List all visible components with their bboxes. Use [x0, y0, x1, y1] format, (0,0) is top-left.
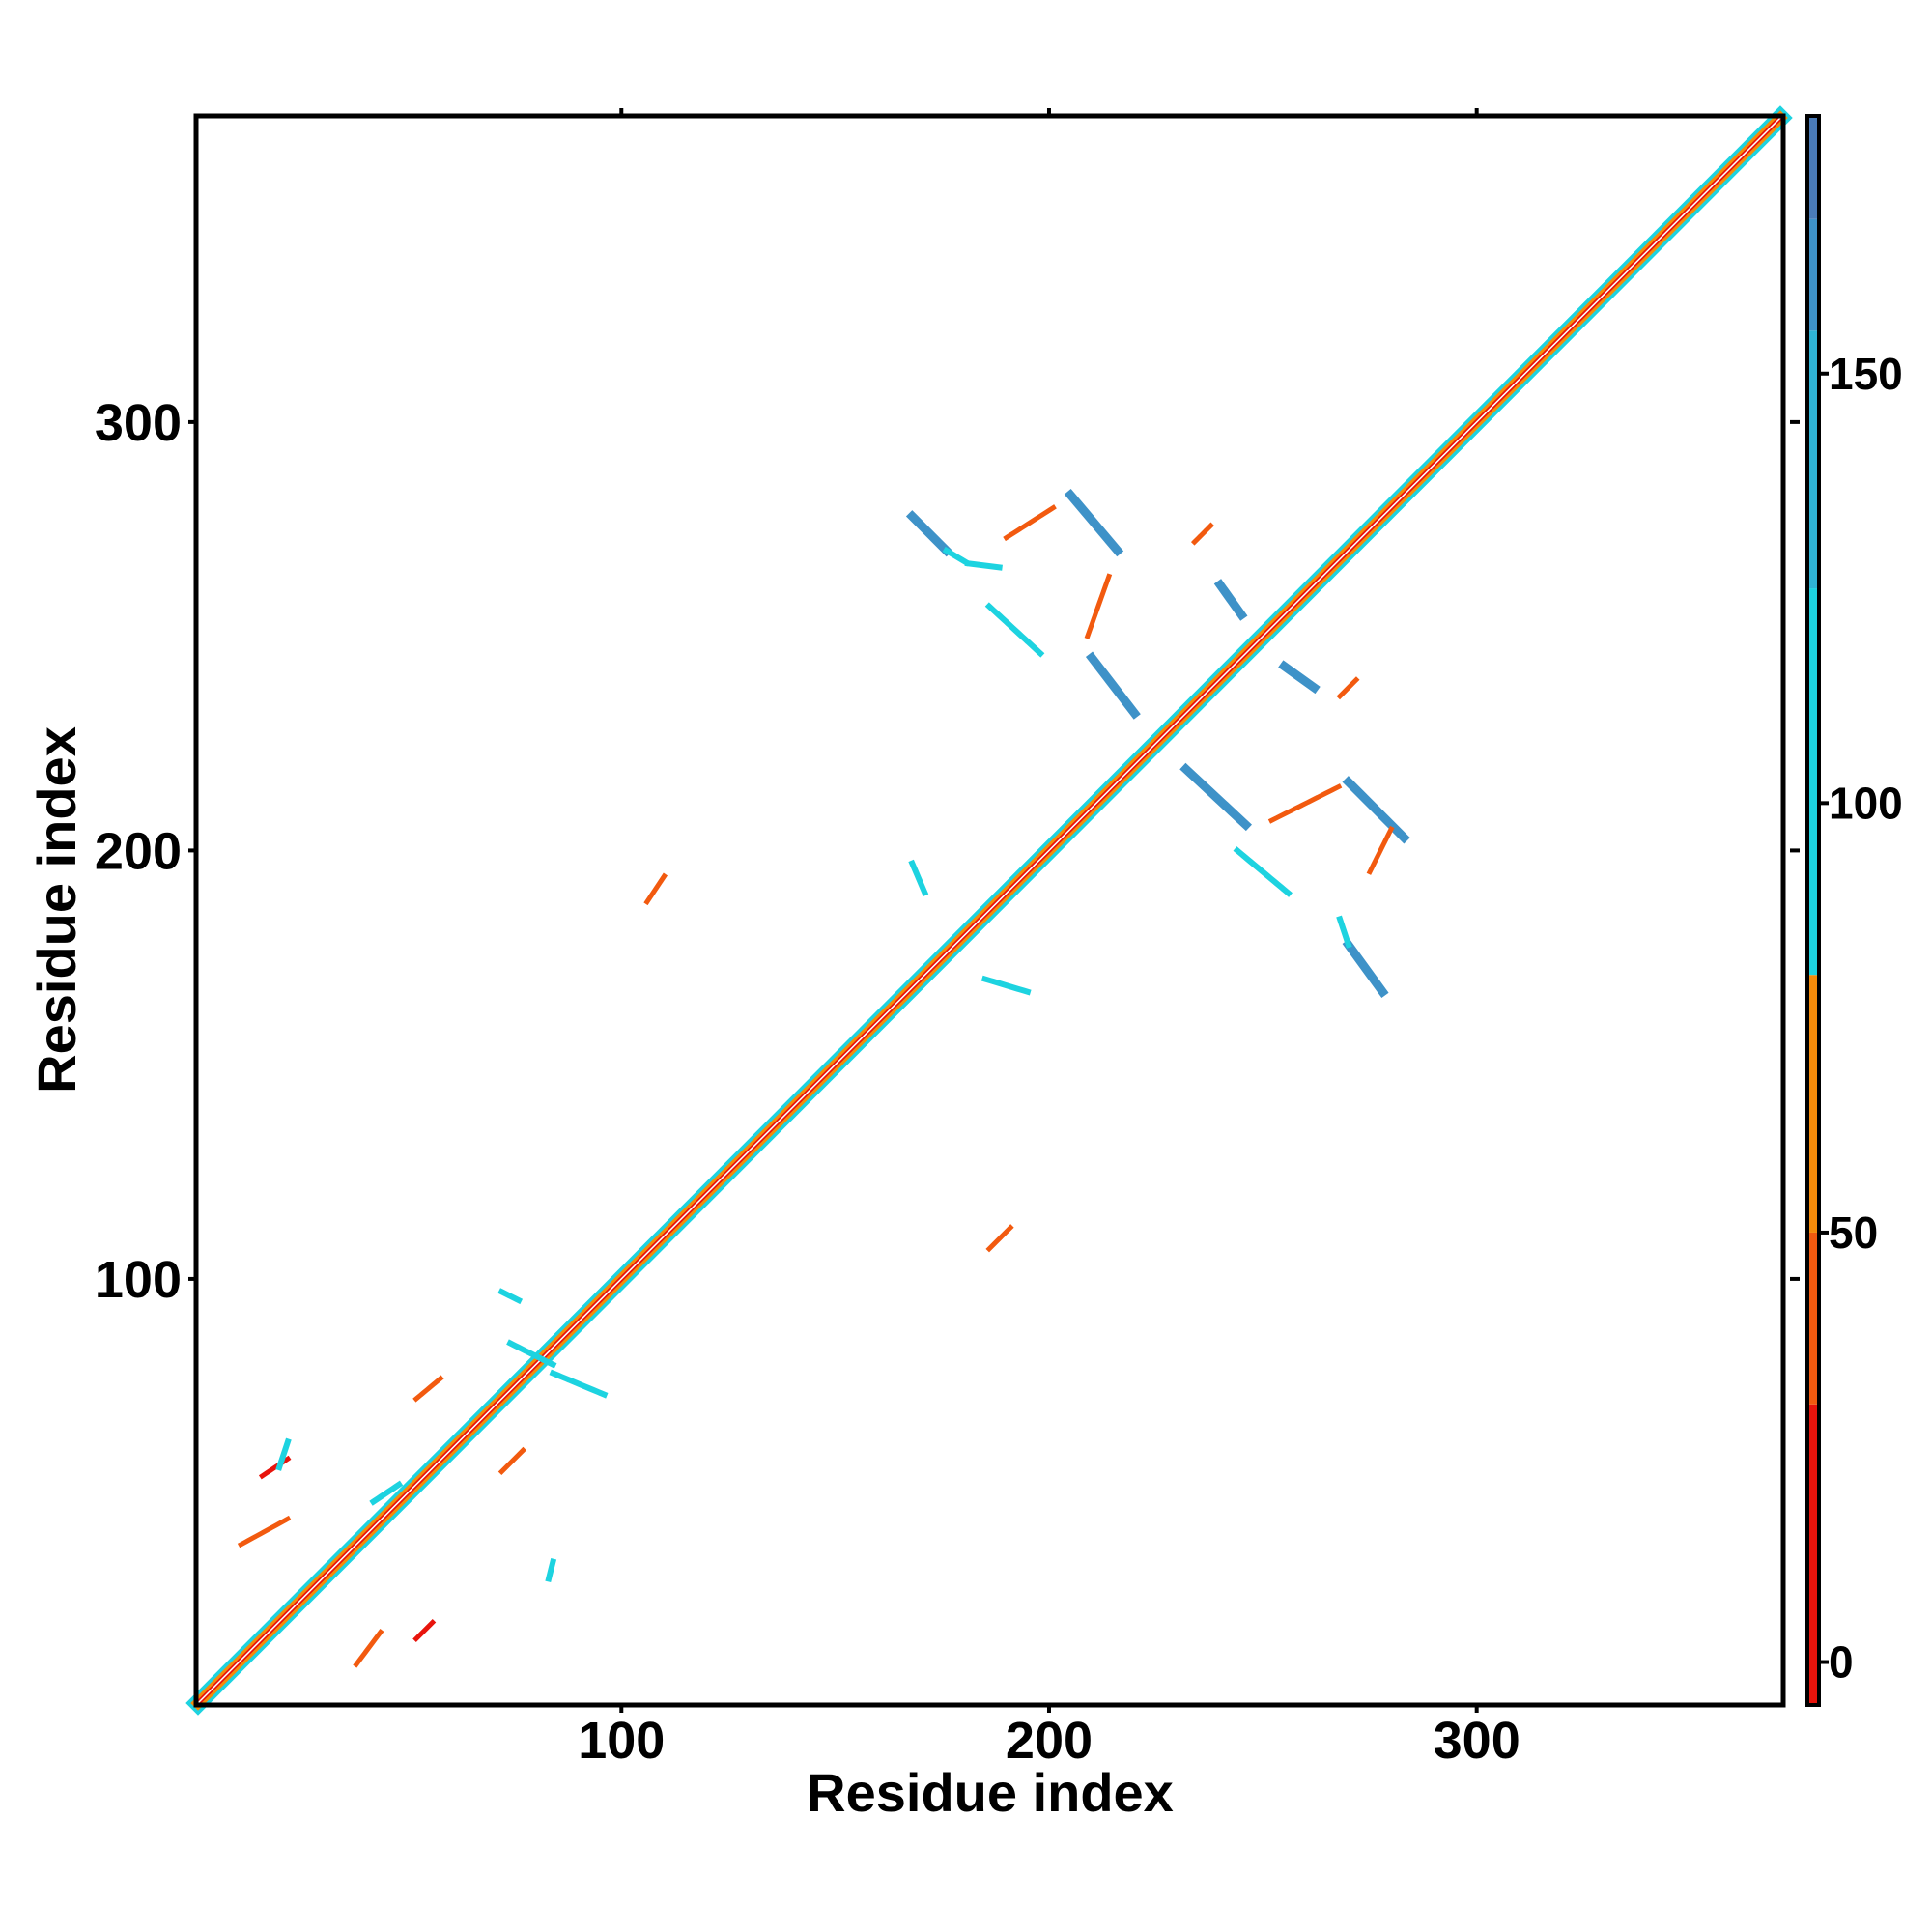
contact-segment	[506, 1339, 557, 1369]
contact-segment	[942, 546, 972, 568]
colorbar-tick-label: 50	[1829, 1208, 1878, 1258]
contact-segment	[1342, 938, 1389, 999]
contact-segment	[964, 559, 1006, 572]
colorbar-band	[1807, 588, 1819, 976]
colorbar-frame	[1805, 114, 1821, 1707]
colorbar-tick-label: 0	[1829, 1637, 1854, 1688]
contact-segment	[1233, 846, 1293, 897]
contact-segment	[353, 1627, 385, 1668]
contact-segment	[1267, 782, 1344, 824]
contact-segment	[412, 1618, 438, 1643]
contact-segment	[1336, 675, 1361, 700]
contact-segment	[545, 1558, 557, 1583]
x-axis-title: Residue index	[807, 1762, 1174, 1823]
contact-segment	[908, 859, 929, 897]
contact-segment	[1064, 488, 1124, 557]
contact-segment	[275, 1437, 292, 1471]
colorbar-band	[1807, 330, 1819, 589]
contact-segment	[369, 1480, 404, 1506]
colorbar-tick-label: 150	[1829, 349, 1903, 399]
contact-segment	[1190, 521, 1215, 546]
contact-segment	[497, 1446, 526, 1476]
contact-segment	[1084, 573, 1113, 639]
contact-segment	[237, 1515, 292, 1548]
contact-segment	[497, 1288, 524, 1305]
plot-frame	[193, 113, 1786, 1708]
contact-segment	[1366, 825, 1395, 875]
contact-segment	[1179, 762, 1252, 832]
colorbar-band	[1807, 1232, 1819, 1405]
contact-segment	[1213, 579, 1248, 621]
contact-segment	[643, 872, 668, 906]
y-tick-label: 100	[95, 1251, 182, 1309]
y-axis-ticks: 100 200 300	[95, 394, 1800, 1309]
y-axis-title: Residue index	[26, 726, 87, 1094]
colorbar-band	[1807, 975, 1819, 1233]
contact-segment	[1336, 915, 1352, 949]
contact-segment	[1085, 651, 1141, 720]
contact-segment	[1003, 504, 1057, 542]
x-tick-label: 200	[1006, 1712, 1093, 1770]
contact-segment	[1278, 660, 1321, 695]
x-axis-ticks: 100 200 300	[578, 108, 1520, 1770]
colorbar-band	[1807, 218, 1819, 331]
diagonal-center	[197, 117, 1781, 1704]
colorbar-band	[1807, 1404, 1819, 1705]
heatmap-cells	[185, 105, 1793, 1716]
contact-segment	[1342, 776, 1410, 844]
contact-segment	[980, 975, 1032, 996]
x-tick-label: 300	[1434, 1712, 1520, 1770]
y-tick-label: 200	[95, 822, 182, 880]
contact-segment	[905, 510, 953, 557]
contact-segment	[984, 602, 1045, 658]
y-tick-label: 300	[95, 394, 182, 452]
colorbar-tick-label: 100	[1829, 778, 1903, 828]
colorbar-band	[1807, 116, 1819, 219]
colorbar: 0 50 100 150	[1805, 114, 1903, 1707]
contact-segment	[412, 1374, 445, 1403]
x-tick-label: 100	[578, 1712, 665, 1770]
contact-segment	[549, 1369, 609, 1399]
contact-segment	[985, 1224, 1014, 1253]
